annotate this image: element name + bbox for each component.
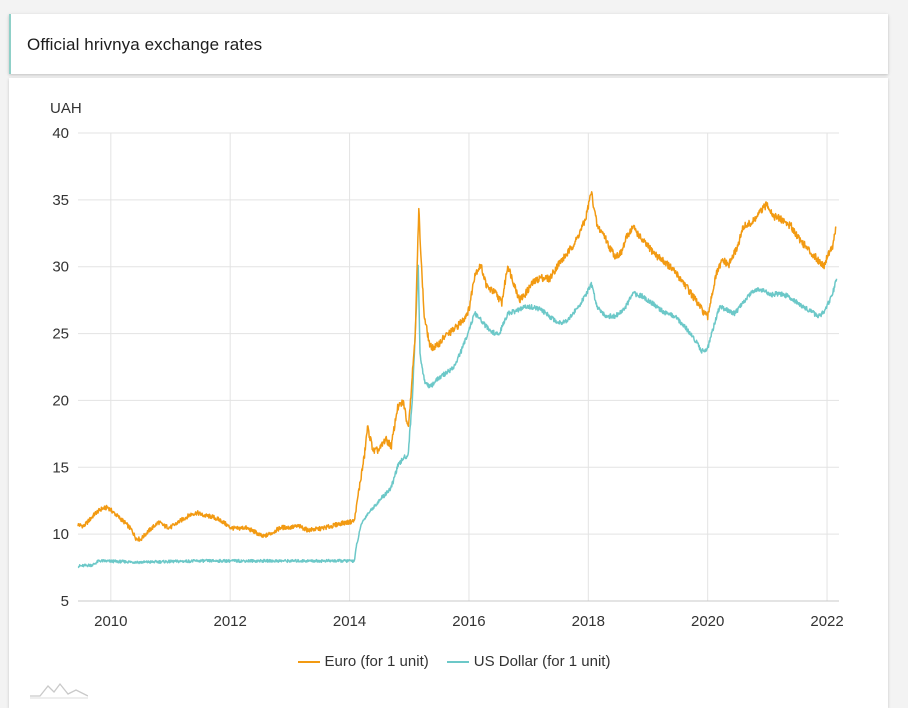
x-tick-label: 2012 bbox=[214, 613, 247, 630]
legend-swatch-usd bbox=[446, 660, 469, 663]
x-tick-label: 2020 bbox=[691, 613, 724, 630]
exchange-rate-chart: 5 10 15 20 25 30 35 40 2010 2012 2014 2016 2018 2020 2… bbox=[50, 100, 844, 630]
mountain-logo-icon bbox=[30, 680, 89, 705]
chart-legend: Euro (for 1 unit) US Dollar (for 1 unit) bbox=[0, 653, 908, 670]
chart-card: 5 10 15 20 25 30 35 40 2010 2012 2014 2016 2018 2020 2… bbox=[9, 78, 888, 708]
y-tick-label: 20 bbox=[52, 392, 69, 409]
x-tick-label: 2022 bbox=[810, 613, 843, 630]
x-tick-label: 2016 bbox=[452, 613, 485, 630]
legend-item-usd[interactable]: US Dollar (for 1 unit) bbox=[446, 653, 611, 670]
x-tick-label: 2014 bbox=[333, 613, 366, 630]
y-tick-label: 40 bbox=[52, 125, 69, 142]
y-tick-label: 10 bbox=[52, 526, 69, 543]
chart-title: Official hrivnya exchange rates bbox=[27, 35, 263, 54]
x-tick-label: 2010 bbox=[94, 613, 127, 630]
legend-item-euro[interactable]: Euro (for 1 unit) bbox=[297, 653, 429, 670]
y-tick-label: 35 bbox=[52, 192, 69, 209]
y-tick-label: 15 bbox=[52, 459, 69, 476]
series-line-usd bbox=[77, 264, 838, 569]
y-tick-label: 25 bbox=[52, 326, 69, 343]
y-tick-label: 30 bbox=[52, 259, 69, 276]
legend-label-usd: US Dollar (for 1 unit) bbox=[473, 653, 611, 670]
y-axis-unit-label: UAH bbox=[50, 100, 82, 117]
legend-label-euro: Euro (for 1 unit) bbox=[324, 653, 429, 670]
series-line-euro bbox=[77, 191, 837, 542]
y-tick-label: 5 bbox=[61, 593, 69, 610]
chart-header: Official hrivnya exchange rates bbox=[9, 14, 888, 74]
legend-swatch-euro bbox=[297, 660, 320, 663]
x-tick-label: 2018 bbox=[572, 613, 605, 630]
